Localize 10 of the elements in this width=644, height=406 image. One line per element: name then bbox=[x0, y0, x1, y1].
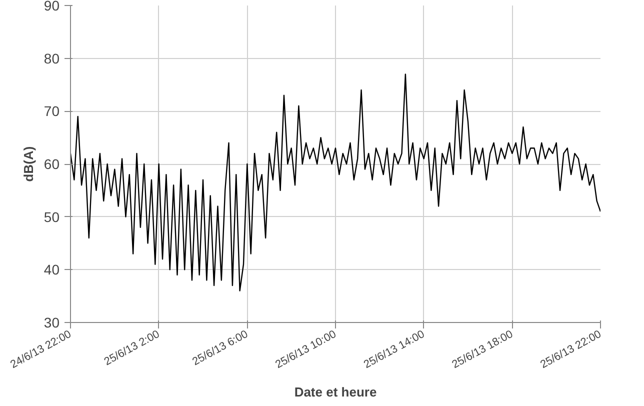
y-tick-label: 70 bbox=[44, 103, 60, 120]
y-tick-label: 30 bbox=[44, 314, 60, 330]
y-tick-label: 40 bbox=[44, 262, 60, 278]
y-axis-title: dB(A) bbox=[20, 146, 36, 182]
line-series bbox=[70, 74, 600, 292]
y-tick-label: 50 bbox=[44, 208, 60, 225]
x-axis-title: Date et heure bbox=[294, 384, 377, 400]
y-tick-label: 60 bbox=[44, 156, 60, 172]
y-tick-label: 80 bbox=[44, 50, 60, 66]
y-tick-label: 90 bbox=[44, 0, 60, 14]
